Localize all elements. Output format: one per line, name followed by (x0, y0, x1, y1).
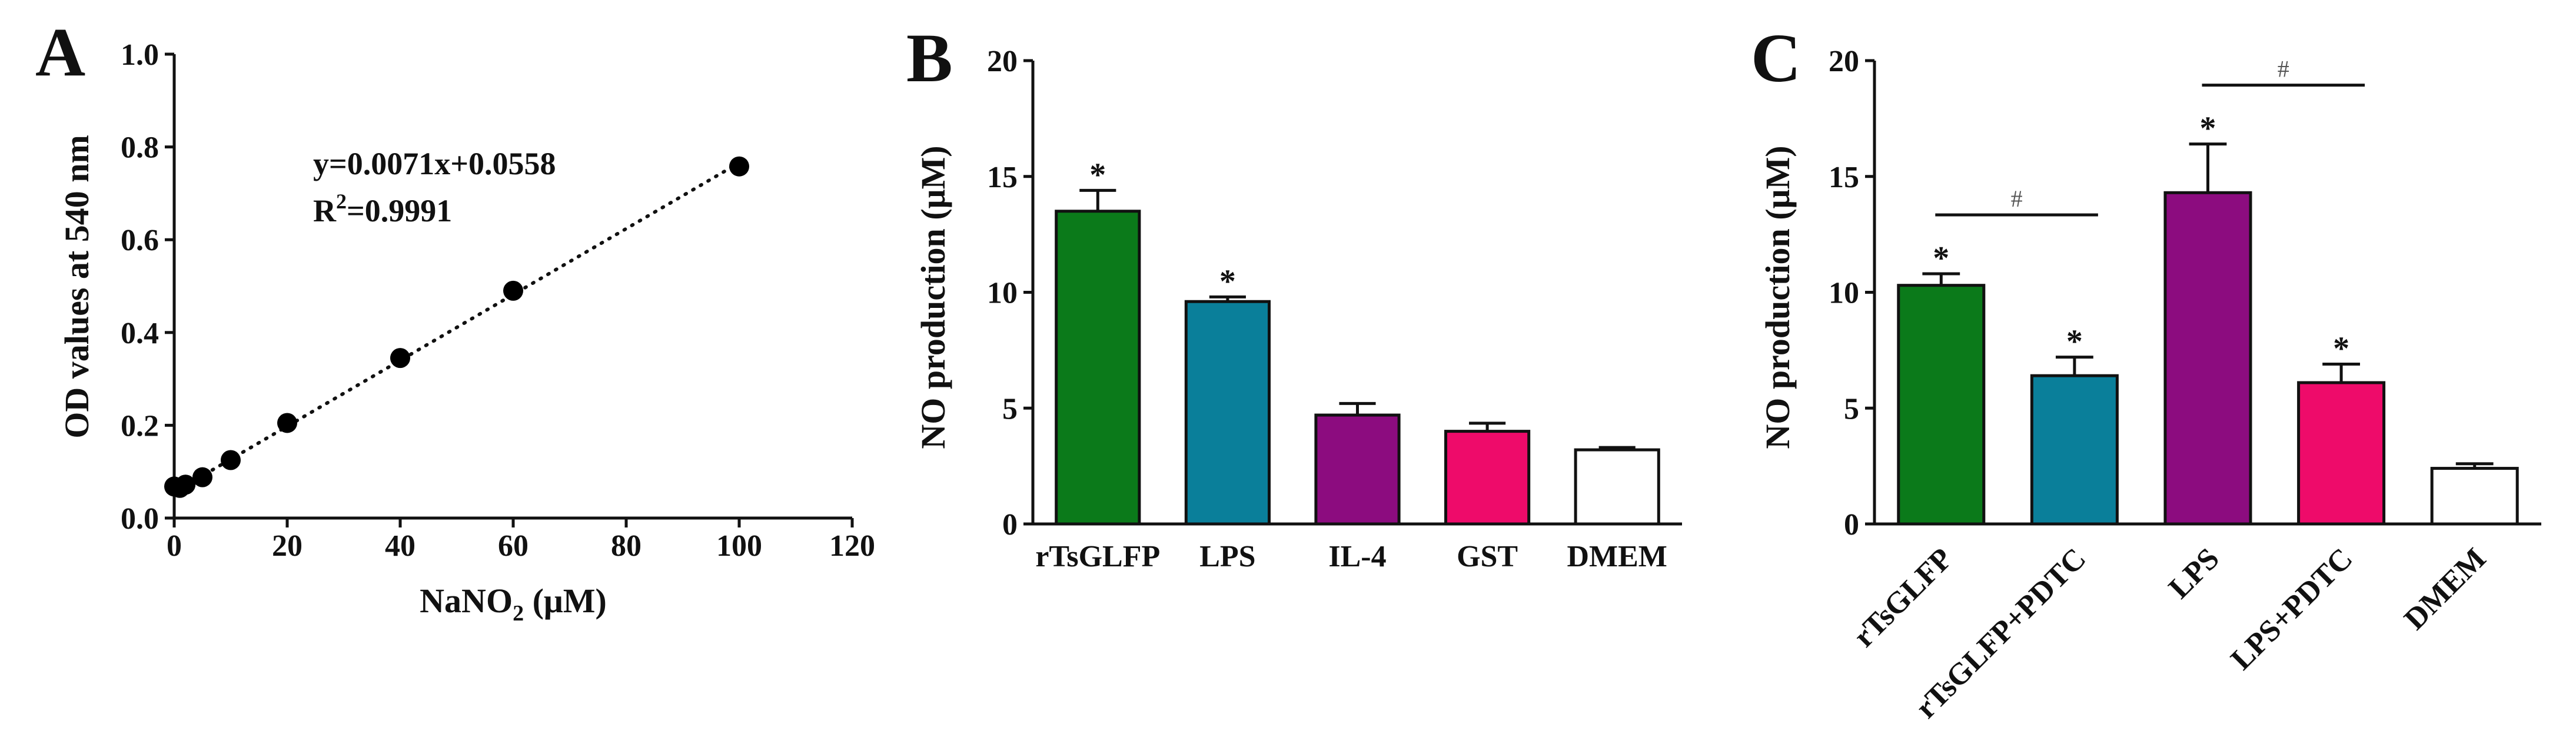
panel-a-x-axis-label: NaNO2 (μM) (420, 582, 607, 626)
panel-c-plot: 05101520*rTsGLFP*rTsGLFP+PDTC*LPS*LPS+PD… (1829, 45, 2541, 725)
panel-a-plot: 0.0 0.2 0.4 0.6 0.8 1.0 0 20 40 60 80 100 120 (121, 38, 875, 563)
panel-a-y-axis-label: OD values at 540 nm (58, 135, 96, 439)
panel-c-y-tick-label: 15 (1829, 161, 1859, 194)
panel-a-x-tick-label: 120 (829, 529, 875, 563)
panel-a: OD values at 540 nm NaNO2 (μM) y=0.0071x… (58, 38, 875, 626)
panel-b-y-tick-label: 10 (987, 277, 1018, 310)
fit-line (172, 161, 741, 495)
panel-c-bar (2030, 374, 2119, 526)
panel-a-letter: A (35, 14, 85, 91)
panel-b: NO production (μM) 0 5 10 15 20 * rTsGLFP * LPS I… (914, 45, 1682, 573)
panel-b-bar (1574, 448, 1660, 526)
data-point (729, 156, 749, 177)
panel-b-letter: B (906, 19, 953, 97)
panel-b-plot: 0 5 10 15 20 * rTsGLFP * LPS IL-4 GST DMEM (987, 45, 1682, 573)
panel-a-x-tick-label: 60 (498, 529, 529, 563)
panel-c-significance-star: * (2200, 111, 2216, 147)
data-point (221, 450, 241, 470)
panel-a-x-tick-label: 0 (167, 529, 182, 563)
panel-c-category-label: rTsGLFP (1847, 542, 1959, 653)
panel-c-y-tick-label: 5 (1844, 392, 1859, 426)
panel-c-bar (1897, 284, 1986, 526)
panel-a-x-tick-label: 20 (272, 529, 303, 563)
panel-b-category-label: rTsGLFP (1035, 540, 1160, 573)
panel-b-category-label: IL-4 (1328, 540, 1386, 573)
panel-c-y-axis-label: NO production (μM) (1759, 145, 1797, 449)
data-point (390, 348, 410, 369)
panel-b-y-tick-label: 15 (987, 161, 1018, 194)
panel-b-y-tick-label: 5 (1002, 392, 1018, 426)
panel-b-y-tick-label: 20 (987, 45, 1018, 78)
panel-b-bar (1055, 210, 1141, 526)
panel-c-comparison-symbol: # (2278, 56, 2289, 82)
panel-c-y-tick-label: 10 (1829, 277, 1859, 310)
panel-b-y-tick-label: 0 (1002, 508, 1018, 542)
panel-c-bar (2430, 467, 2519, 526)
panel-c: NO production (μM) 05101520*rTsGLFP*rTsG… (1759, 45, 2541, 725)
panel-c-category-label: LPS (2162, 542, 2226, 605)
panel-c-bar (2163, 191, 2252, 526)
panel-c-category-label: DMEM (2398, 542, 2492, 636)
panel-c-y-tick-label: 0 (1844, 508, 1859, 542)
panel-a-y-tick-label: 0.4 (121, 317, 159, 350)
data-point (503, 280, 523, 301)
panel-b-bar (1314, 413, 1401, 526)
regression-equation: y=0.0071x+0.0558 (313, 146, 556, 181)
panel-a-y-tick-label: 0.0 (121, 502, 159, 536)
panel-c-significance-star: * (1933, 240, 1949, 277)
data-point (192, 467, 212, 487)
panel-c-significance-star: * (2066, 324, 2083, 360)
panel-b-category-label: GST (1457, 540, 1518, 573)
panel-c-category-label: LPS+PDTC (2225, 542, 2359, 676)
panel-c-significance-star: * (2333, 330, 2349, 367)
panel-a-x-tick-label: 100 (716, 529, 762, 563)
data-point (175, 474, 196, 495)
panel-b-bar (1184, 300, 1271, 526)
panel-c-comparison-symbol: # (2011, 185, 2023, 212)
r-squared: R2=0.9991 (313, 190, 452, 228)
panel-c-bar (2297, 381, 2386, 526)
panel-a-y-tick-label: 0.8 (121, 131, 159, 165)
data-point (277, 413, 297, 433)
panel-b-category-label: LPS (1199, 540, 1255, 573)
panel-a-y-tick-label: 0.2 (121, 409, 159, 443)
panel-b-bar (1444, 430, 1531, 526)
panel-c-y-tick-label: 20 (1829, 45, 1859, 78)
panel-b-significance-star: * (1219, 263, 1236, 300)
panel-b-y-axis-label: NO production (μM) (914, 145, 952, 449)
panel-a-x-tick-label: 80 (611, 529, 641, 563)
panel-a-y-tick-label: 1.0 (121, 38, 159, 72)
panel-b-category-label: DMEM (1567, 540, 1667, 573)
panel-c-letter: C (1751, 19, 1801, 97)
panel-b-significance-star: * (1089, 157, 1106, 193)
panel-a-x-tick-label: 40 (385, 529, 416, 563)
panel-a-y-tick-label: 0.6 (121, 224, 159, 257)
